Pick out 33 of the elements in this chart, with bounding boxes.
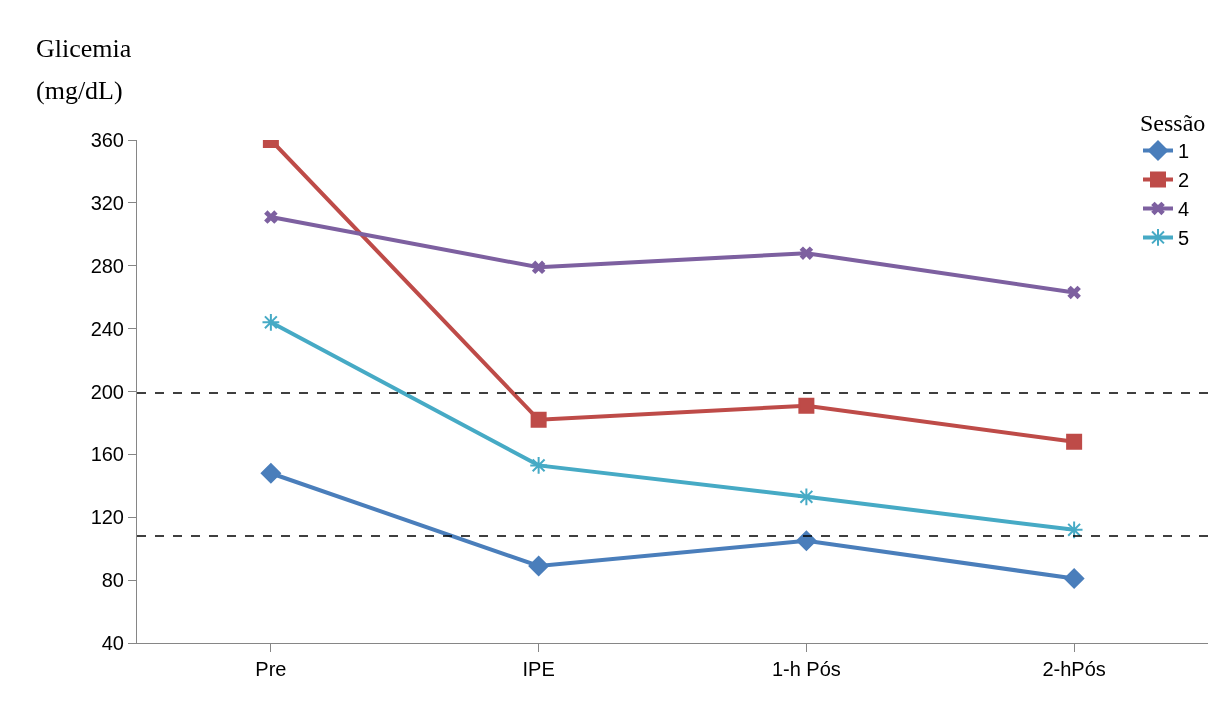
y-tick-label: 280 <box>90 254 124 277</box>
point <box>798 397 815 414</box>
y-tick-label: 200 <box>90 380 124 403</box>
point <box>260 463 281 484</box>
x-tick-label: IPE <box>522 658 555 680</box>
y-tick-label: 160 <box>90 443 124 466</box>
y-tick-label: 40 <box>101 632 124 654</box>
point <box>1064 568 1085 589</box>
point <box>796 487 816 507</box>
y-tick-label: 120 <box>90 506 124 529</box>
y-tick-label: 360 <box>90 129 124 151</box>
point <box>1064 520 1084 540</box>
point <box>529 455 549 475</box>
x-tick-label: 1-h Pós <box>771 658 841 680</box>
x-tick-label: 2-hPós <box>1042 658 1106 680</box>
y-tick-label: 80 <box>101 569 124 592</box>
point <box>1066 433 1083 450</box>
point <box>528 555 549 577</box>
y-tick-label: 240 <box>90 317 124 340</box>
y-axis-title: Glicemia (mg/dL) <box>36 33 132 107</box>
point <box>261 312 281 332</box>
point <box>264 210 278 224</box>
point <box>1067 285 1081 300</box>
legend-label: 5 <box>1178 227 1190 250</box>
legend-label: 4 <box>1178 198 1190 221</box>
legend-label: 2 <box>1178 169 1190 192</box>
legend-title: Sessão <box>1140 109 1206 136</box>
legend-label: 1 <box>1178 140 1190 163</box>
x-tick-label: Pre <box>255 658 287 680</box>
point <box>530 411 547 428</box>
point <box>799 246 814 260</box>
point <box>531 260 546 275</box>
y-tick-label: 320 <box>90 191 124 214</box>
